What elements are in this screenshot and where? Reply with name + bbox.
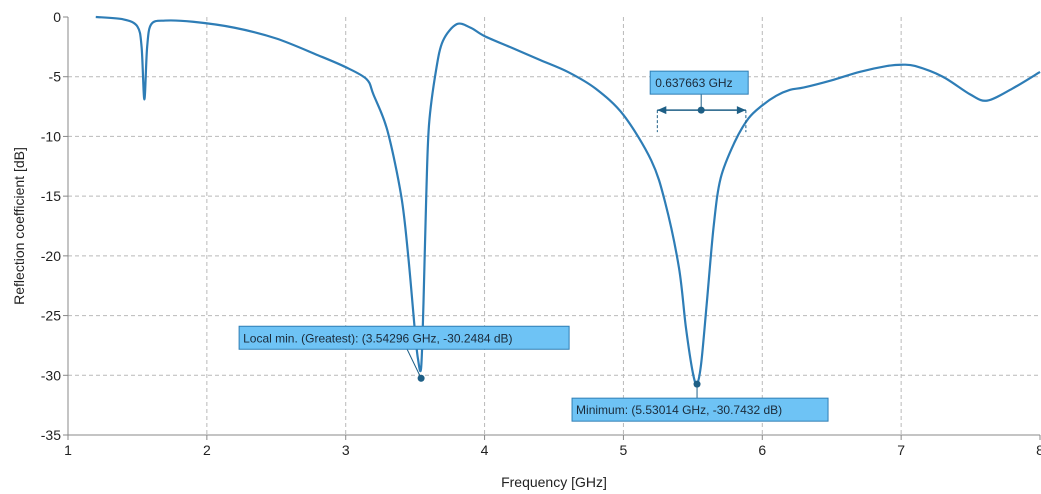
- plot-frame: [67, 17, 1040, 436]
- bandwidth-label: 0.637663 GHz: [655, 76, 732, 90]
- y-tick-label: -25: [41, 308, 61, 324]
- marker-point: [693, 380, 701, 388]
- plot-background: [68, 17, 1040, 435]
- y-tick-label: -10: [41, 128, 61, 144]
- x-tick-label: 2: [203, 442, 211, 458]
- marker-label-box: [571, 397, 829, 422]
- marker-label: Minimum: (5.53014 GHz, -30.7432 dB): [576, 403, 782, 417]
- x-axis-title: Frequency [GHz]: [501, 474, 607, 490]
- marker-leader-line: [406, 349, 422, 379]
- y-tick-label: 0: [53, 9, 61, 25]
- x-tick-label: 8: [1036, 442, 1041, 458]
- annotations: Local min. (Greatest): (3.54296 GHz, -30…: [238, 70, 829, 422]
- y-axis-title: Reflection coefficient [dB]: [11, 147, 27, 305]
- bandwidth-left-arrow: [657, 106, 667, 115]
- x-tick-label: 7: [897, 442, 905, 458]
- y-tick-label: -30: [41, 367, 61, 383]
- y-tick-label: -5: [49, 69, 62, 85]
- reflection-curve-layer: [95, 15, 1041, 386]
- y-tick-label: -35: [41, 427, 61, 443]
- gridlines: [68, 17, 1040, 435]
- x-tick-label: 6: [758, 442, 766, 458]
- x-tick-label: 1: [64, 442, 72, 458]
- reflection-curve: [95, 15, 1041, 386]
- bandwidth-right-arrow: [736, 106, 746, 115]
- marker-label: Local min. (Greatest): (3.54296 GHz, -30…: [243, 331, 512, 345]
- x-tick-label: 4: [481, 442, 489, 458]
- x-tick-label: 5: [620, 442, 628, 458]
- tick-labels: 1 2 3 4 5 6 7 8 0 -5 -10 -15 -20 -25 -30 -35: [41, 9, 1041, 458]
- y-tick-label: -20: [41, 248, 61, 264]
- marker-label-box: [238, 325, 570, 350]
- bandwidth-label-box: [649, 70, 749, 95]
- marker-point: [417, 374, 425, 382]
- y-tick-label: -15: [41, 188, 61, 204]
- x-tick-label: 3: [342, 442, 350, 458]
